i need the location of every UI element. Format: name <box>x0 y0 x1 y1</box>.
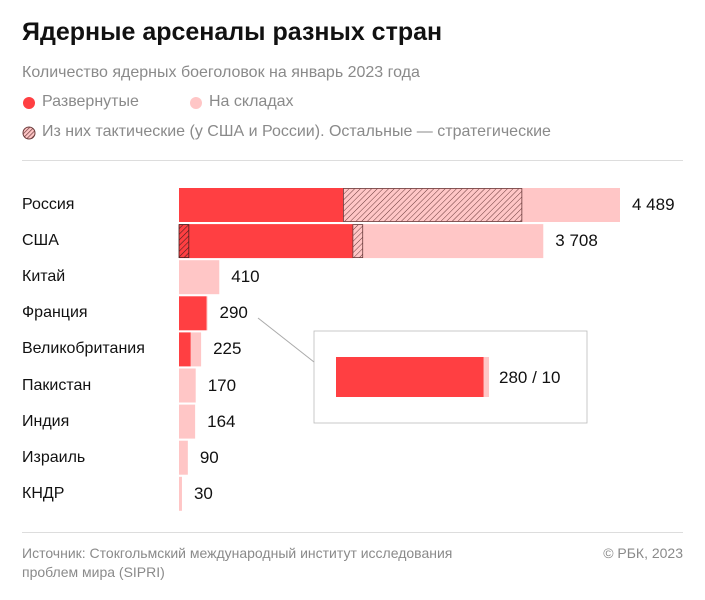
copyright: © РБК, 2023 <box>603 545 683 561</box>
value-label: 290 <box>219 303 248 323</box>
divider-top <box>22 160 683 161</box>
category-label: Израиль <box>22 448 86 466</box>
value-label: 4 489 <box>632 195 675 214</box>
category-label: Пакистан <box>22 376 92 394</box>
value-label: 30 <box>193 483 213 503</box>
category-label: США <box>22 232 59 250</box>
bar-stored <box>190 332 202 367</box>
category-label: Франция <box>22 304 88 322</box>
bar-deployed <box>179 332 191 367</box>
category-label: Великобритания <box>22 340 145 358</box>
inset-bar-deployed <box>336 357 484 397</box>
bar-deployed <box>179 296 207 331</box>
bar-stored <box>179 368 196 403</box>
bar-stored <box>206 296 208 331</box>
bar-stored <box>352 224 544 259</box>
value-label: 225 <box>213 339 242 359</box>
bar-stored <box>179 260 220 295</box>
inset-value-label: 280 / 10 <box>499 368 561 387</box>
bar-tactical-stored <box>343 188 523 222</box>
bar-tactical-stored <box>352 224 364 259</box>
value-label: 170 <box>207 375 237 395</box>
chart-title: Ядерные арсеналы разных стран <box>22 18 443 46</box>
source-line-2: проблем мира (SIPRI) <box>22 564 165 580</box>
chart-subtitle: Количество ядерных боеголовок на январь … <box>22 64 420 81</box>
legend-deployed: Развернутые <box>42 93 139 110</box>
legend-tactical: Из них тактические (у США и России). Ост… <box>42 123 551 140</box>
legend-tactical-swatch <box>22 126 36 140</box>
legend-stored-swatch <box>190 97 202 109</box>
category-label: Китай <box>22 268 66 286</box>
bar-stored <box>179 440 188 475</box>
value-label: 164 <box>207 411 236 431</box>
bar-deployed <box>179 188 344 222</box>
category-label: Россия <box>22 196 75 213</box>
value-label: 410 <box>231 267 260 287</box>
inset-bar-stored <box>483 357 489 397</box>
bar-deployed <box>179 224 353 259</box>
bar-tactical-deployed <box>178 224 190 259</box>
category-label: Индия <box>22 412 70 430</box>
inset-connector <box>257 317 315 363</box>
legend-stored: На складах <box>209 93 294 110</box>
legend-deployed-swatch <box>23 97 35 109</box>
bar-stored <box>179 404 196 439</box>
divider-bottom <box>22 532 683 533</box>
category-label: КНДР <box>22 484 65 502</box>
bar-stored <box>179 476 182 511</box>
source-line-1: Источник: Стокгольмский международный ин… <box>22 545 453 561</box>
value-label: 90 <box>199 447 219 467</box>
value-label: 3 708 <box>555 231 598 251</box>
